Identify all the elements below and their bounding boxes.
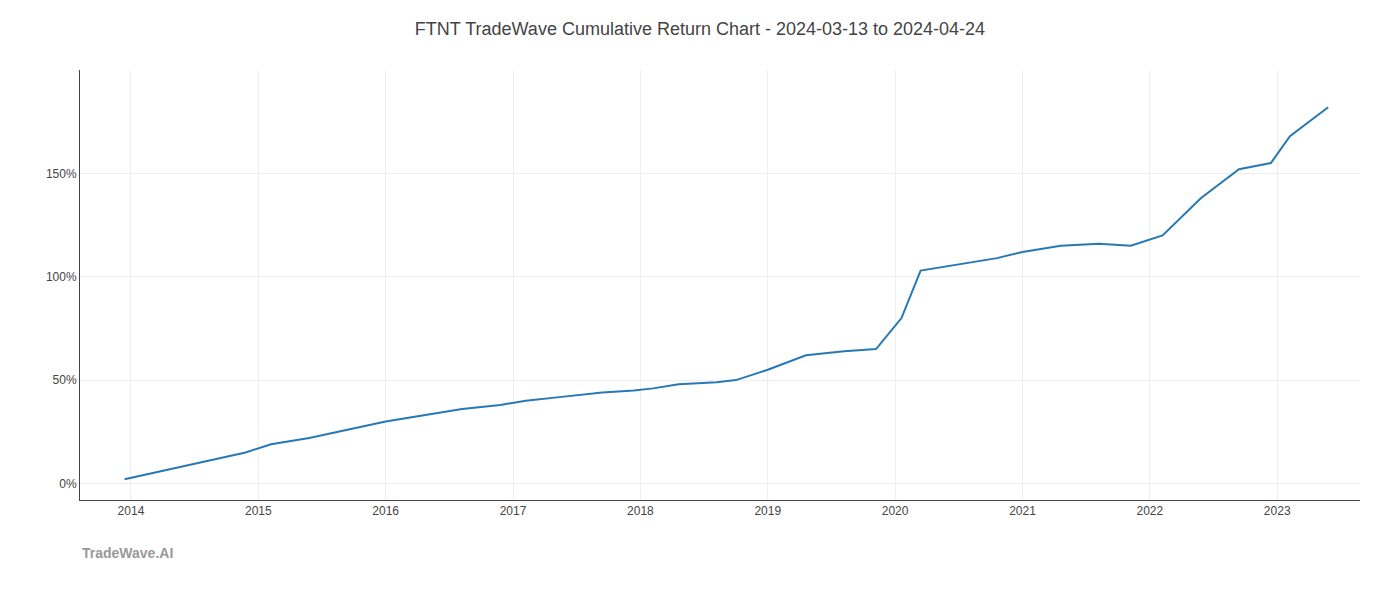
svg-text:50%: 50% (53, 373, 77, 387)
svg-text:2023: 2023 (1264, 504, 1291, 518)
svg-text:0%: 0% (59, 477, 77, 491)
svg-text:2016: 2016 (372, 504, 399, 518)
svg-text:2022: 2022 (1136, 504, 1163, 518)
svg-text:TradeWave.AI: TradeWave.AI (82, 545, 173, 561)
svg-text:2019: 2019 (754, 504, 781, 518)
svg-text:2021: 2021 (1009, 504, 1036, 518)
svg-text:2018: 2018 (627, 504, 654, 518)
svg-text:100%: 100% (46, 270, 77, 284)
svg-text:2017: 2017 (500, 504, 527, 518)
svg-text:150%: 150% (46, 167, 77, 181)
svg-text:FTNT TradeWave Cumulative Retu: FTNT TradeWave Cumulative Return Chart -… (415, 19, 985, 39)
svg-text:2020: 2020 (882, 504, 909, 518)
svg-text:2015: 2015 (245, 504, 272, 518)
svg-text:2014: 2014 (118, 504, 145, 518)
